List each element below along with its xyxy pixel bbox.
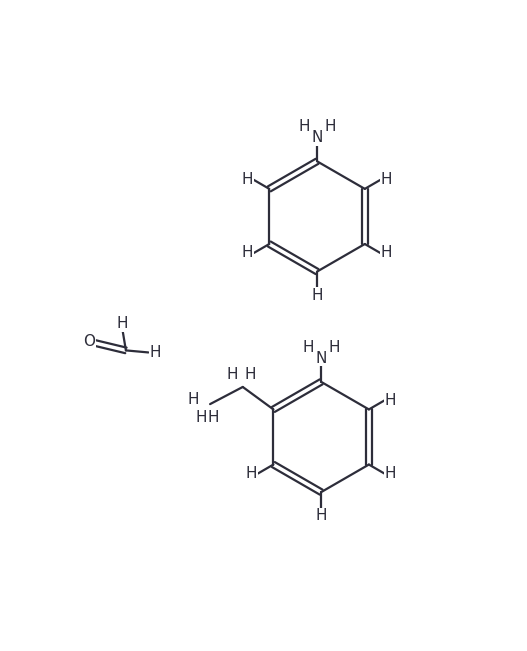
Text: H: H xyxy=(325,119,336,134)
Text: H: H xyxy=(385,466,396,481)
Text: H: H xyxy=(315,508,327,523)
Text: H: H xyxy=(385,393,396,408)
Text: H: H xyxy=(188,392,200,407)
Text: H: H xyxy=(150,345,161,360)
Text: H: H xyxy=(246,466,258,481)
Text: H: H xyxy=(117,316,129,331)
Text: N: N xyxy=(311,130,323,145)
Text: H: H xyxy=(196,409,207,424)
Text: H: H xyxy=(242,245,253,260)
Text: H: H xyxy=(242,173,253,187)
Text: H: H xyxy=(380,173,392,187)
Text: H: H xyxy=(245,367,256,382)
Text: H: H xyxy=(302,340,314,355)
Text: H: H xyxy=(328,340,340,355)
Text: H: H xyxy=(311,288,323,303)
Text: O: O xyxy=(84,335,95,350)
Text: H: H xyxy=(227,367,238,382)
Text: H: H xyxy=(380,245,392,260)
Text: H: H xyxy=(298,119,310,134)
Text: H: H xyxy=(208,409,219,424)
Text: N: N xyxy=(316,351,327,366)
